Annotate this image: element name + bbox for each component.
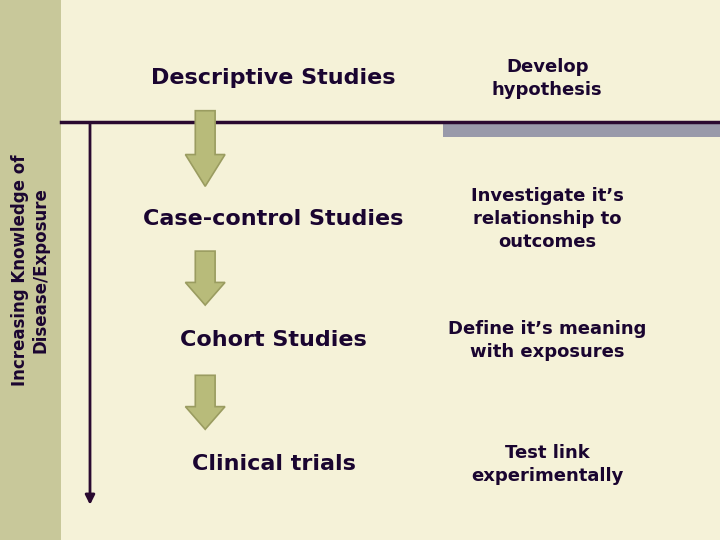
Text: Develop
hypothesis: Develop hypothesis [492, 58, 603, 99]
Text: Investigate it’s
relationship to
outcomes: Investigate it’s relationship to outcome… [471, 187, 624, 251]
Text: Cohort Studies: Cohort Studies [180, 330, 367, 350]
Text: Test link
experimentally: Test link experimentally [471, 444, 624, 485]
Text: Descriptive Studies: Descriptive Studies [151, 68, 396, 89]
Bar [443, 122, 720, 137]
Text: Increasing Knowledge of
Disease/Exposure: Increasing Knowledge of Disease/Exposure [11, 154, 50, 386]
Polygon shape [185, 111, 225, 186]
Text: Case-control Studies: Case-control Studies [143, 208, 404, 229]
Bar [0, 0, 61, 540]
Text: Define it’s meaning
with exposures: Define it’s meaning with exposures [448, 320, 647, 361]
Text: Clinical trials: Clinical trials [192, 454, 356, 475]
Polygon shape [185, 375, 225, 429]
Polygon shape [185, 251, 225, 305]
